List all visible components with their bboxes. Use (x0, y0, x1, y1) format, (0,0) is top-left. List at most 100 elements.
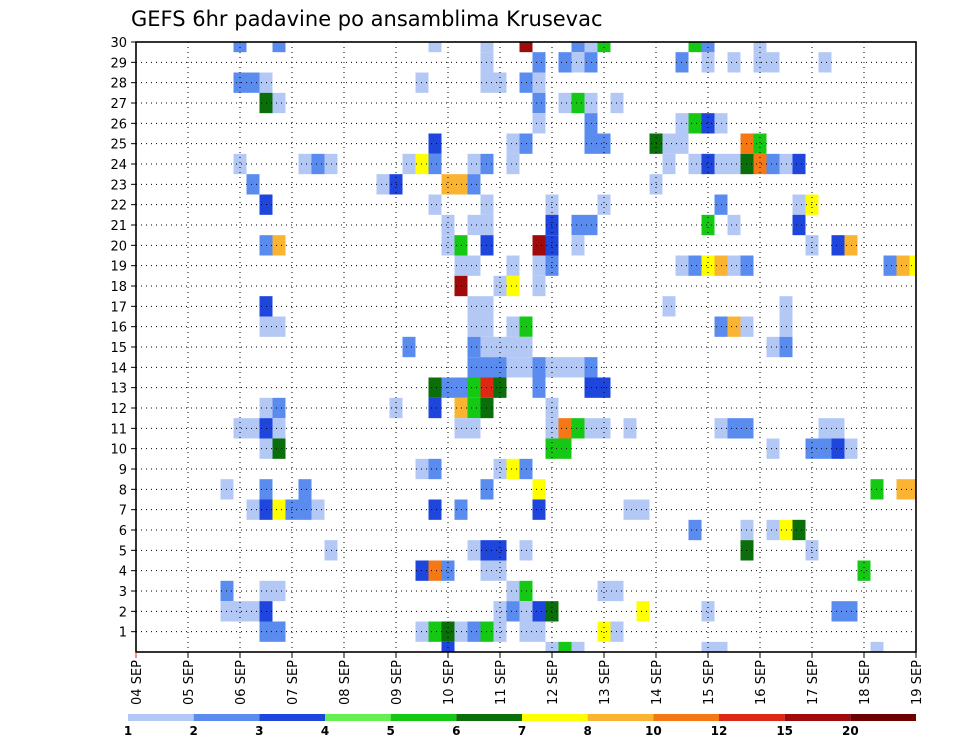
y-tick-label: 19 (110, 260, 127, 275)
heatmap-cell (571, 214, 585, 236)
y-tick-label: 21 (110, 219, 127, 234)
heatmap-cell (519, 42, 533, 53)
heatmap-cell (701, 214, 715, 236)
heatmap-cell (688, 153, 702, 175)
heatmap-cell (441, 641, 455, 652)
heatmap-cell (766, 438, 780, 459)
colorbar-label: 10 (645, 724, 662, 738)
heatmap-cell (831, 235, 845, 256)
heatmap-cell (818, 418, 832, 439)
heatmap-cell (727, 418, 741, 439)
heatmap-cell (597, 194, 611, 215)
colorbar-swatch (587, 714, 654, 721)
heatmap-cell (571, 52, 585, 73)
colorbar-label: 5 (386, 724, 394, 738)
heatmap-cell (571, 235, 585, 256)
colorbar-swatch (325, 714, 391, 721)
heatmap-cell (701, 641, 715, 652)
heatmap-cell (831, 418, 845, 439)
y-tick-label: 12 (110, 402, 127, 417)
heatmap-cell (896, 479, 910, 500)
heatmap-cell (636, 499, 650, 520)
heatmap-cell (246, 499, 260, 520)
heatmap-cell (428, 133, 442, 154)
colorbar-label: 8 (583, 724, 591, 738)
heatmap-cell (467, 540, 481, 561)
colorbar-label: 12 (711, 724, 728, 738)
y-tick-label: 26 (110, 117, 127, 132)
x-tick-label: 05 SEP (182, 660, 197, 705)
colorbar-swatch (128, 714, 194, 721)
heatmap-cell (766, 336, 780, 358)
heatmap-cell (857, 560, 871, 581)
x-tick-label: 09 SEP (390, 660, 405, 705)
heatmap-cell (792, 153, 806, 175)
heatmap-cell (558, 641, 572, 652)
heatmap-cell (480, 42, 494, 53)
y-tick-label: 25 (110, 138, 127, 153)
heatmap-cell (506, 336, 520, 358)
y-tick-label: 15 (110, 341, 127, 356)
heatmap-cell (688, 519, 702, 541)
colorbar-label: 7 (518, 724, 526, 738)
heatmap-cell (467, 316, 481, 337)
heatmap-cell (532, 275, 546, 297)
heatmap-cell (467, 174, 481, 195)
heatmap-cell (727, 153, 741, 175)
x-tick-label: 16 SEP (754, 660, 769, 705)
heatmap-cell (571, 92, 585, 114)
heatmap-cell (441, 235, 455, 256)
heatmap-cell (467, 255, 481, 276)
heatmap-cell (532, 377, 546, 398)
heatmap-cell (493, 560, 507, 581)
heatmap-cell (792, 519, 806, 541)
x-axis: 04 SEP 05 SEP 06 SEP 07 SEP 08 SEP 09 SEP 10 S… (130, 652, 925, 705)
heatmap-cell (467, 418, 481, 439)
colorbar-swatch (653, 714, 719, 721)
colorbar-swatch (784, 714, 851, 721)
cells-layer (220, 42, 916, 652)
heatmap-cell (246, 601, 260, 622)
heatmap-cell (545, 641, 559, 652)
x-tick-label: 10 SEP (442, 660, 457, 705)
heatmap-cell (493, 458, 507, 480)
heatmap-cell (792, 214, 806, 236)
heatmap-cell (311, 153, 325, 175)
heatmap-cell (428, 458, 442, 480)
heatmap-cell (272, 499, 286, 520)
heatmap-cell (727, 255, 741, 276)
heatmap-cell (584, 42, 598, 53)
heatmap-cell (597, 580, 611, 602)
heatmap-cell (233, 601, 247, 622)
heatmap-cell (753, 133, 767, 154)
y-tick-label: 20 (110, 239, 127, 254)
heatmap-cell (688, 113, 702, 134)
heatmap-cell (428, 560, 442, 581)
heatmap-cell (688, 42, 702, 53)
heatmap-cell (428, 42, 442, 53)
heatmap-cell (272, 235, 286, 256)
y-tick-label: 6 (119, 524, 127, 539)
heatmap-cell (532, 52, 546, 73)
heatmap-cell (493, 601, 507, 622)
heatmap-cell (831, 601, 845, 622)
heatmap-cell (727, 52, 741, 73)
heatmap-cell (506, 255, 520, 276)
y-tick-label: 18 (110, 280, 127, 295)
y-tick-label: 16 (110, 321, 127, 336)
heatmap-cell (688, 255, 702, 276)
heatmap-cell (467, 153, 481, 175)
y-tick-label: 30 (110, 36, 127, 51)
heatmap-cell (714, 641, 728, 652)
colorbar-label: 6 (452, 724, 460, 738)
x-tick-label: 04 SEP (130, 660, 145, 705)
heatmap-cell (532, 357, 546, 378)
colorbar-swatch (259, 714, 325, 721)
heatmap-cell (870, 641, 884, 652)
heatmap-cell (246, 418, 260, 439)
x-tick-label: 06 SEP (234, 660, 249, 705)
heatmap-cell (506, 458, 520, 480)
heatmap-cell (506, 316, 520, 337)
chart-title: GEFS 6hr padavine po ansamblima Krusevac (131, 7, 603, 31)
x-tick-label: 12 SEP (546, 660, 561, 705)
